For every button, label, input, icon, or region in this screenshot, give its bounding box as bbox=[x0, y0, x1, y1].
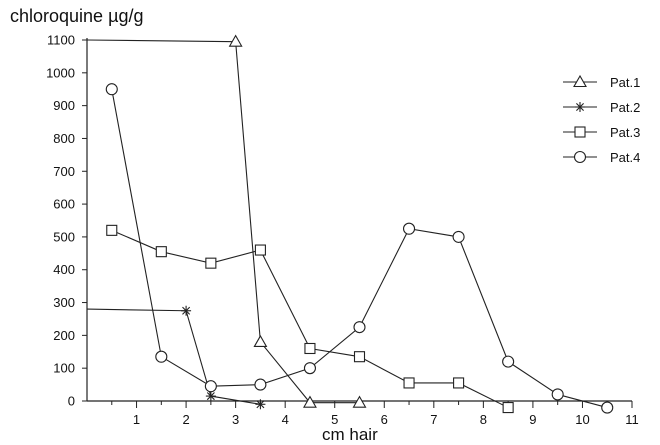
y-tick-label: 0 bbox=[68, 394, 75, 409]
data-point-pat2 bbox=[205, 391, 216, 402]
data-point-pat4 bbox=[105, 83, 118, 96]
y-tick-label: 500 bbox=[53, 229, 75, 244]
series-line-pat3 bbox=[111, 229, 509, 409]
x-tick-label: 10 bbox=[575, 412, 589, 427]
data-point-pat4 bbox=[353, 321, 366, 334]
series-pat4 bbox=[105, 83, 614, 414]
x-tick-label: 11 bbox=[625, 412, 639, 427]
data-point-pat1 bbox=[253, 334, 268, 347]
data-point-pat3 bbox=[106, 224, 118, 236]
legend-marker-pat2 bbox=[575, 102, 585, 112]
legend-marker-pat1 bbox=[573, 74, 587, 88]
y-tick-label: 900 bbox=[53, 98, 75, 113]
y-tick-label: 400 bbox=[53, 262, 75, 277]
series-line-pat1 bbox=[86, 39, 360, 404]
legend-label-pat2: Pat.2 bbox=[610, 100, 640, 115]
legend-label-pat1: Pat.1 bbox=[610, 75, 640, 90]
y-tick-label: 1000 bbox=[46, 65, 75, 80]
y-tick-label: 800 bbox=[53, 131, 75, 146]
legend: Pat.1 Pat.2 Pat.3 Pat.4 bbox=[563, 74, 640, 165]
series-pat3 bbox=[106, 224, 514, 414]
data-point-pat3 bbox=[353, 351, 366, 363]
legend-label-pat4: Pat.4 bbox=[610, 150, 640, 165]
legend-marker-pat3 bbox=[574, 126, 586, 138]
x-tick-label: 9 bbox=[529, 412, 536, 427]
data-point-pat4 bbox=[452, 230, 465, 243]
data-point-pat4 bbox=[601, 401, 614, 414]
x-axis-title: cm hair bbox=[322, 425, 378, 444]
x-tick-label: 3 bbox=[232, 412, 239, 427]
legend-label-pat3: Pat.3 bbox=[610, 125, 640, 140]
data-point-pat4 bbox=[254, 378, 267, 391]
y-axis-title: chloroquine µg/g bbox=[10, 6, 144, 26]
y-tick-label: 700 bbox=[53, 164, 75, 179]
data-point-pat3 bbox=[453, 377, 465, 389]
x-tick-label: 4 bbox=[282, 412, 289, 427]
x-tick-label: 6 bbox=[381, 412, 388, 427]
data-point-pat4 bbox=[502, 355, 515, 368]
data-point-pat4 bbox=[402, 222, 416, 235]
data-point-pat1 bbox=[228, 34, 243, 47]
data-point-pat1 bbox=[303, 395, 317, 408]
x-tick-label: 7 bbox=[430, 412, 437, 427]
data-point-pat4 bbox=[551, 388, 564, 401]
y-tick-label: 1100 bbox=[47, 33, 75, 48]
data-point-pat3 bbox=[205, 257, 217, 269]
series-pat2 bbox=[86, 305, 266, 410]
data-point-pat4 bbox=[155, 350, 168, 363]
data-point-pat3 bbox=[155, 246, 167, 258]
data-point-pat3 bbox=[254, 244, 266, 256]
x-tick-label: 5 bbox=[331, 412, 338, 427]
data-point-pat3 bbox=[403, 377, 415, 389]
data-point-pat4 bbox=[303, 362, 317, 375]
y-tick-label: 600 bbox=[53, 197, 75, 212]
data-point-pat1 bbox=[352, 395, 367, 408]
data-point-pat3 bbox=[304, 342, 316, 355]
data-point-pat4 bbox=[204, 380, 217, 393]
x-tick-label: 1 bbox=[133, 412, 140, 427]
legend-marker-pat4 bbox=[573, 150, 587, 164]
x-tick-label: 2 bbox=[182, 412, 189, 427]
y-tick-label: 300 bbox=[53, 295, 75, 310]
data-point-pat2 bbox=[255, 399, 266, 410]
series-line-pat2 bbox=[86, 308, 261, 405]
series-pat1 bbox=[86, 34, 367, 408]
y-tick-label: 200 bbox=[53, 328, 75, 343]
x-tick-label: 8 bbox=[480, 412, 487, 427]
data-point-pat3 bbox=[502, 402, 514, 414]
data-point-pat2 bbox=[181, 305, 192, 316]
y-tick-label: 100 bbox=[53, 361, 75, 376]
